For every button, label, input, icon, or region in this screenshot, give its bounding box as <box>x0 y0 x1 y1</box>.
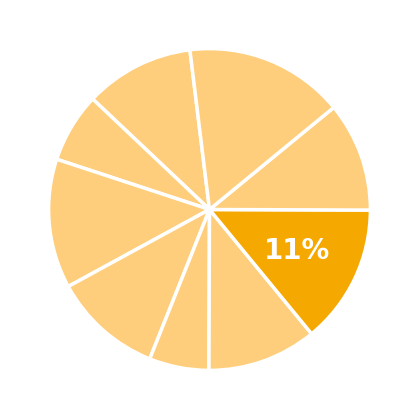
Wedge shape <box>93 50 210 210</box>
Wedge shape <box>49 159 210 287</box>
Wedge shape <box>150 210 210 370</box>
Wedge shape <box>190 49 334 210</box>
Wedge shape <box>209 210 312 370</box>
Wedge shape <box>57 99 210 210</box>
Text: 11%: 11% <box>264 237 330 265</box>
Wedge shape <box>68 210 209 359</box>
Wedge shape <box>210 210 370 334</box>
Wedge shape <box>210 107 370 210</box>
